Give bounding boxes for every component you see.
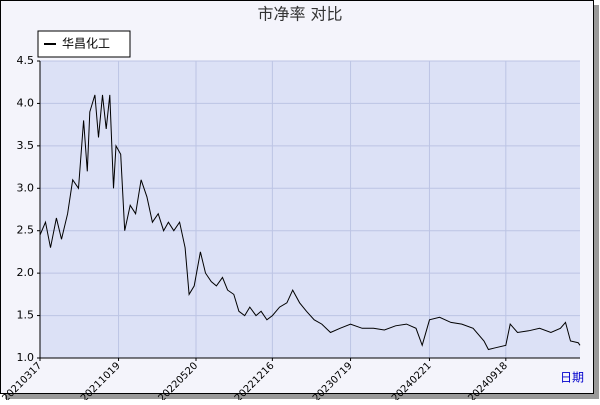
x-axis-label: 日期 (560, 371, 584, 385)
plot-area (40, 61, 580, 358)
y-tick-label: 4.5 (17, 54, 35, 67)
chart-title: 市净率 对比 (257, 5, 342, 24)
y-tick-label: 3.5 (17, 139, 35, 152)
shadow (594, 5, 599, 398)
y-tick-label: 2.5 (17, 224, 35, 237)
y-tick-label: 4.0 (17, 96, 35, 109)
y-tick-label: 2.0 (17, 266, 35, 279)
series-line (39, 94, 581, 351)
y-tick-label: 1.5 (17, 309, 35, 322)
legend-label: 华昌化工 (62, 37, 110, 51)
shadow (5, 394, 599, 399)
y-tick-label: 3.0 (17, 181, 35, 194)
y-tick-label: 1.0 (17, 351, 35, 364)
